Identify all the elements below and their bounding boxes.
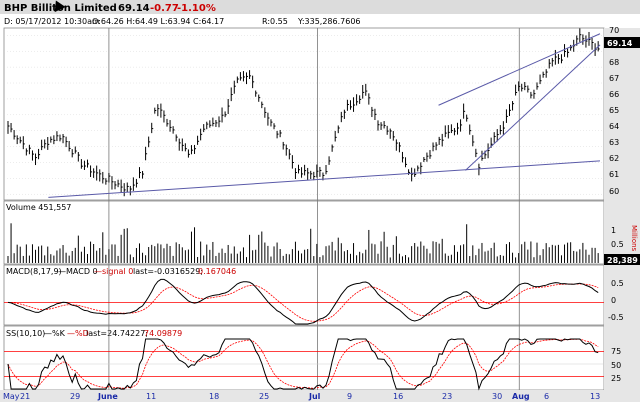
stoch-label-last: last=24.74227; [86, 329, 148, 338]
macd-line [7, 278, 599, 325]
macd-tick: 0 [611, 296, 616, 305]
info-r: R:0.55 [262, 17, 288, 26]
stoch-label-d: —%D [67, 329, 89, 338]
info-y: Y:335,286.7606 [297, 17, 361, 26]
price-tick: 70 [609, 26, 619, 35]
x-label: 18 [209, 392, 219, 401]
x-label: 23 [442, 392, 452, 401]
macd-label-last2: 0.167046 [198, 267, 236, 276]
x-label: 9 [347, 392, 352, 401]
price-tick: 65 [609, 106, 619, 115]
x-label: 11 [146, 392, 156, 401]
stoch-label-k: —%K [44, 329, 66, 338]
x-label: May [3, 392, 20, 401]
stoch-label-name: SS(10,10) [6, 329, 45, 338]
price-tick: 66 [609, 90, 619, 99]
chart-marks [4, 28, 604, 391]
trendline [465, 44, 601, 171]
trendline [438, 33, 601, 106]
macd-tick: 0.5 [611, 279, 624, 288]
x-label: 6 [544, 392, 549, 401]
volume-units: Millions [630, 225, 638, 252]
macd-signal-line [7, 283, 599, 322]
last-volume-marker [604, 254, 640, 265]
info-date: D: 05/17/2012 10:30am [4, 17, 100, 26]
price-tick: 68 [609, 58, 619, 67]
last-price: 69.14 [118, 3, 150, 14]
x-label: 16 [393, 392, 403, 401]
macd-tick: -0.5 [608, 313, 624, 322]
x-label: 21 [20, 392, 30, 401]
x-label: June [97, 392, 118, 401]
stoch-d-line [7, 338, 599, 389]
x-label: 29 [70, 392, 80, 401]
x-label: 13 [590, 392, 600, 401]
price-tick: 67 [609, 74, 619, 83]
last-volume-label: 28,389 [607, 256, 638, 265]
x-label: 25 [259, 392, 269, 401]
x-label: 30 [492, 392, 502, 401]
price-tick: 62 [609, 154, 619, 163]
last-price-marker [604, 37, 640, 48]
x-label: Aug [512, 392, 530, 401]
trendline [48, 160, 601, 198]
x-axis-strip [0, 390, 640, 402]
stoch-tick: 75 [611, 347, 621, 356]
price-tick: 63 [609, 138, 619, 147]
price-tick: 64 [609, 122, 619, 131]
macd-label-signal: —signal 0 [94, 267, 133, 276]
title-bar [0, 0, 640, 14]
stoch-label-last2: 74.09879 [144, 329, 182, 338]
stoch-k-line [7, 338, 599, 391]
macd-label-last: last=-0.0316529; [133, 267, 203, 276]
price-tick: 60 [609, 187, 619, 196]
stoch-tick: 25 [611, 374, 621, 383]
ticker-name: BHP Billiton Limited [4, 3, 117, 14]
price-tick: 61 [609, 170, 619, 179]
last-price-label: 69.14 [607, 39, 633, 48]
macd-label-name: MACD(8,17,9) [6, 267, 62, 276]
right-axis [604, 28, 640, 390]
stoch-tick: 50 [611, 361, 621, 370]
x-label: Jul [308, 392, 321, 401]
macd-label-macd: —MACD 0 [58, 267, 98, 276]
volume-tick: 1 [611, 226, 616, 235]
volume-tick: 0.5 [611, 240, 624, 249]
info-ohlc: O:64.26 H:64.49 L:63.94 C:64.17 [92, 17, 224, 26]
volume-label: Volume 451,557 [6, 203, 71, 212]
price-change-pct: -1.10% [177, 3, 216, 14]
price-change: -0.77 [150, 3, 179, 14]
